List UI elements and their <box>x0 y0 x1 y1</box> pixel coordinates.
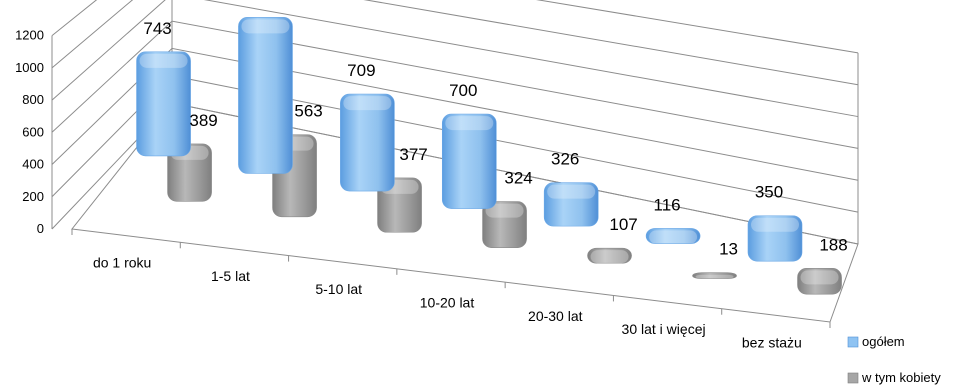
data-label: 743 <box>143 19 171 38</box>
data-label: 563 <box>294 102 322 121</box>
bar-highlight <box>751 217 800 232</box>
bar-w-tym-kobiety <box>692 272 737 279</box>
y-tick-label: 200 <box>22 189 44 204</box>
category-labels: do 1 roku 1-5 lat 5-10 lat 10-20 lat 20-30 l… <box>93 255 802 351</box>
data-label: 116 <box>654 195 681 214</box>
bar-highlight <box>590 250 629 264</box>
bar-w-tym-kobiety <box>482 201 527 249</box>
bar-highlight <box>139 53 188 68</box>
category-label: 30 lat i więcej <box>622 321 706 337</box>
legend-label: ogółem <box>862 334 905 349</box>
category-label: bez stażu <box>742 334 802 350</box>
data-label: 389 <box>189 111 217 130</box>
data-label: 13 <box>719 240 738 259</box>
bar-w-tym-kobiety <box>587 247 632 264</box>
y-tick-label: 1200 <box>15 28 44 43</box>
bar-highlight <box>485 203 524 218</box>
category-label: do 1 roku <box>93 255 151 271</box>
bar-w-tym-kobiety <box>797 268 842 295</box>
legend: ogółem w tym kobiety <box>847 334 941 385</box>
category-label: 5-10 lat <box>315 281 362 297</box>
category-label: 1-5 lat <box>211 268 250 284</box>
gridline <box>51 0 859 86</box>
bars <box>136 17 842 295</box>
category-label: 10-20 lat <box>420 295 475 311</box>
bar-highlight <box>800 270 839 285</box>
data-label: 188 <box>819 235 847 254</box>
category-label: 20-30 lat <box>528 308 583 324</box>
bar-ogolem <box>136 51 191 157</box>
data-label: 324 <box>504 169 532 188</box>
data-label: 377 <box>399 145 427 164</box>
data-label: 1128 <box>241 0 278 3</box>
bar-highlight <box>547 184 596 199</box>
bar-highlight <box>241 19 290 34</box>
y-axis-ticks: 0 200 400 600 800 1000 1200 <box>15 28 44 236</box>
data-label: 709 <box>347 61 375 80</box>
bar-highlight <box>343 96 392 111</box>
y-tick-label: 800 <box>22 92 44 107</box>
bar-ogolem <box>645 228 701 244</box>
y-tick-label: 1000 <box>15 60 44 75</box>
y-tick-label: 400 <box>22 157 44 172</box>
bar-ogolem <box>441 113 497 209</box>
bar-w-tym-kobiety <box>377 177 422 233</box>
bar-ogolem <box>340 93 395 192</box>
bar-highlight <box>649 230 698 244</box>
y-tick-label: 0 <box>37 221 44 236</box>
y-tick-label: 600 <box>22 124 44 139</box>
bar-highlight <box>445 116 494 131</box>
bar-ogolem <box>543 182 599 227</box>
grid-walls <box>51 0 859 328</box>
data-label: 700 <box>449 81 477 100</box>
data-label: 350 <box>755 183 783 202</box>
legend-label: w tym kobiety <box>861 370 941 385</box>
bar-ogolem <box>238 17 293 174</box>
legend-swatch <box>847 372 859 384</box>
data-label: 107 <box>609 215 637 234</box>
gridline <box>51 0 859 118</box>
data-labels: 389 743 563 1128 377 709 324 700 107 326 13 116 188 3… <box>143 0 847 259</box>
gridline <box>51 0 859 54</box>
bar-highlight <box>695 274 734 279</box>
legend-swatch <box>847 336 859 348</box>
bar-ogolem <box>747 215 803 262</box>
data-label: 326 <box>551 150 579 169</box>
